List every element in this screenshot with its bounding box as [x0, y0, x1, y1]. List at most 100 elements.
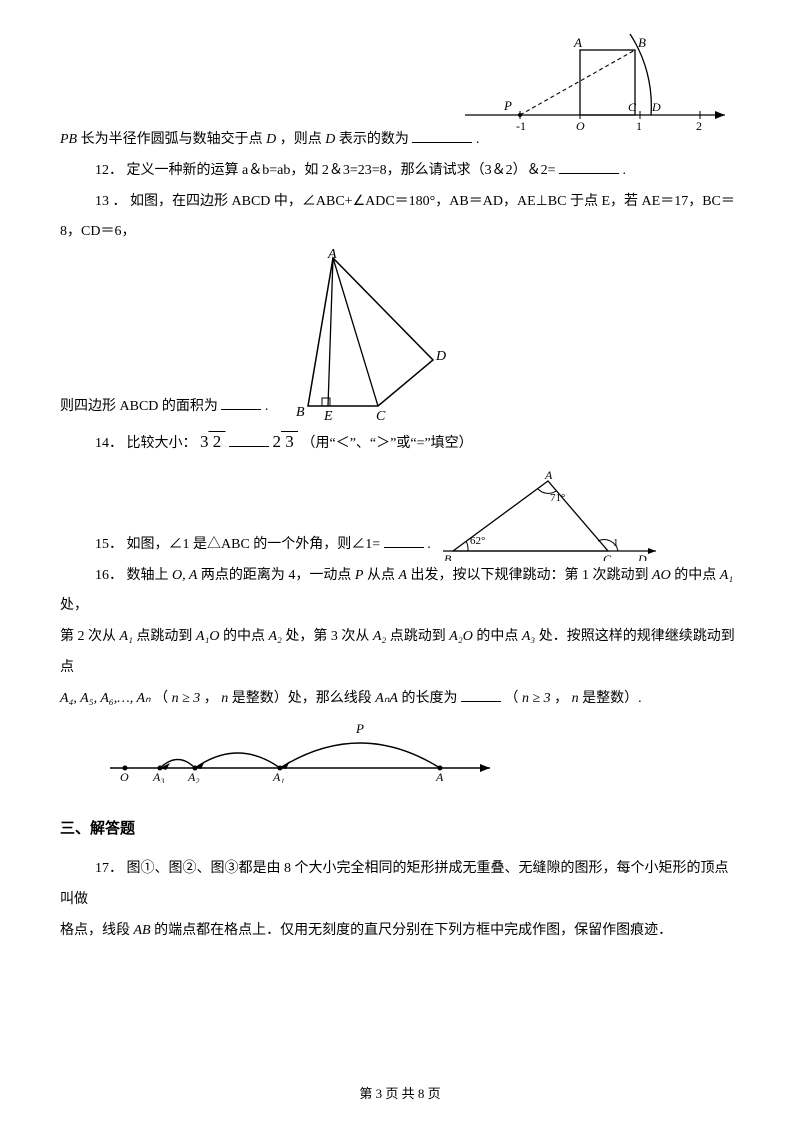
label-B: B	[638, 35, 646, 50]
q17-l2b: 的端点都在格点上．仅用无刻度的直尺分别在下列方框中完成作图，保留作图痕迹．	[154, 923, 672, 938]
q16-A3: A₃	[522, 629, 535, 644]
q15-period: .	[427, 537, 431, 552]
q15-C: C	[603, 552, 612, 561]
q13-A: A	[327, 248, 337, 262]
q16f-A1: A₁	[272, 770, 285, 783]
q13-D: D	[435, 349, 446, 364]
tick-2: 2	[696, 119, 702, 133]
q14-after: （用“＜”、“＞”或“=”填空）	[302, 436, 473, 451]
q12: 12． 定义一种新的运算 a＆b=ab，如 2＆3=23=8，那么请试求（3＆2…	[60, 156, 740, 187]
q15-D: D	[637, 552, 647, 561]
q16-A1: A₁	[720, 568, 733, 583]
section-3-title: 三、解答题	[60, 813, 740, 846]
label-A: A	[573, 35, 582, 50]
q13-B: B	[296, 405, 305, 420]
q13-tail: 则四边形 ABCD 的面积为 . A B E C D	[60, 248, 740, 423]
q11-t3: 表示的数为	[339, 132, 409, 147]
q16-l1d: 出发，按以下规律跳动：第 1 次跳动到	[411, 568, 649, 583]
q16-num: 16．	[95, 568, 123, 583]
q13-E: E	[323, 409, 333, 423]
q16-l1f: 处，	[60, 598, 88, 613]
q15-B: B	[444, 552, 452, 561]
q16-nint2: n	[572, 691, 579, 706]
q16-cond1: n ≥ 3	[172, 691, 201, 706]
q16-l1e: 的中点	[674, 568, 716, 583]
q13-tail-pre: 则四边形 ABCD 的面积为	[60, 399, 218, 414]
q13-num: 13 ．	[95, 194, 127, 209]
page-footer: 第 3 页 共 8 页	[0, 1083, 800, 1102]
q11-pb: PB	[60, 132, 77, 147]
q16-l2a: 第 2 次从	[60, 629, 116, 644]
q12-period: .	[623, 163, 627, 178]
q16-l2c: 的中点	[223, 629, 265, 644]
q16-A1b: A₁	[120, 629, 133, 644]
q16-cond2: n ≥ 3	[522, 691, 551, 706]
q16-l3e: 的长度为	[401, 691, 457, 706]
q16-l1c: 从点	[367, 568, 395, 583]
q16-l1b: 两点的距离为 4，一动点	[201, 568, 352, 583]
q11-D1: D	[266, 132, 276, 147]
q15-text: 如图，∠1 是△ABC 的一个外角，则∠1=	[127, 537, 381, 552]
q16-l3f: （	[504, 691, 518, 706]
q14-t1: 比较大小：	[127, 436, 197, 451]
q15-blank	[384, 534, 424, 548]
q16-figure: O A₃ A₂ A₁ A P	[100, 723, 500, 783]
label-C: C	[628, 100, 637, 114]
q16-line2: 第 2 次从 A₁ 点跳动到 A₁O 的中点 A₂ 处，第 3 次从 A₂ 点跳…	[60, 622, 740, 684]
q16-l3a: A₄, A₅, A₆,…, Aₙ	[60, 691, 151, 706]
q16-blank	[461, 688, 501, 702]
q17-l1: 图①、图②、图③都是由 8 个大小完全相同的矩形拼成无重叠、无缝隙的图形，每个小…	[60, 861, 729, 907]
q17-line2: 格点，线段 AB 的端点都在格点上．仅用无刻度的直尺分别在下列方框中完成作图，保…	[60, 916, 740, 947]
q14: 14． 比较大小： 3 2 2 3 （用“＜”、“＞”或“=”填空）	[60, 423, 740, 460]
q11-t1: 长为半径作圆弧与数轴交于点	[81, 132, 263, 147]
q16-line1: 16． 数轴上 O, A 两点的距离为 4，一动点 P 从点 A 出发，按以下规…	[60, 561, 740, 623]
q16-l2d: 处，第 3 次从	[285, 629, 369, 644]
q16f-A: A	[435, 770, 444, 783]
q16f-A3: A₃	[152, 770, 165, 783]
q13-line1: 13 ． 如图，在四边形 ABCD 中，∠ABC+∠ADC＝180°，AB＝AD…	[60, 187, 740, 249]
q14-blank	[229, 434, 269, 448]
q13-text: 如图，在四边形 ABCD 中，∠ABC+∠ADC＝180°，AB＝AD，AE⊥B…	[60, 194, 735, 240]
q11-figure: -1 1 2 O A B C P D	[460, 20, 740, 135]
q13-blank	[221, 397, 261, 411]
q12-text: 定义一种新的运算 a＆b=ab，如 2＆3=23=8，那么请试求（3＆2）＆2=	[127, 163, 556, 178]
q16-l3d: 是整数）处，那么线段	[232, 691, 372, 706]
q16-l3h: 是整数）.	[582, 691, 642, 706]
q15-A: A	[544, 471, 553, 482]
q16-nint: n	[221, 691, 228, 706]
q16-P: P	[355, 568, 364, 583]
q16-A2b: A₂	[373, 629, 386, 644]
q16-l2e: 点跳动到	[390, 629, 446, 644]
q16f-A2: A₂	[187, 770, 200, 783]
q12-blank	[559, 160, 619, 174]
q16-l2b: 点跳动到	[136, 629, 192, 644]
q16-OA: O, A	[172, 568, 197, 583]
q14-num: 14．	[95, 436, 123, 451]
q11-D2: D	[325, 132, 335, 147]
origin-label: O	[576, 119, 585, 133]
q15-figure: A B C D 62° 71° 1	[438, 471, 663, 561]
q11-t2: ，则点	[280, 132, 322, 147]
q15-ang1: 1	[613, 537, 619, 549]
label-P: P	[503, 98, 512, 113]
q16f-P: P	[355, 723, 364, 736]
q12-num: 12．	[95, 163, 123, 178]
q16-AO: AO	[652, 568, 671, 583]
q16-l2f: 的中点	[476, 629, 518, 644]
q16-A: A	[398, 568, 407, 583]
q16-l3b: （	[154, 691, 168, 706]
q15-71: 71°	[550, 492, 565, 504]
q16-l3c: ，	[204, 691, 218, 706]
label-D: D	[651, 100, 661, 114]
q16-A2O: A₂O	[449, 629, 473, 644]
q16-AnA: AₙA	[375, 691, 398, 706]
q17-line1: 17． 图①、图②、图③都是由 8 个大小完全相同的矩形拼成无重叠、无缝隙的图形…	[60, 854, 740, 916]
q16-A1O: A₁O	[196, 629, 220, 644]
q13-C: C	[376, 409, 386, 423]
q15: 15． 如图，∠1 是△ABC 的一个外角，则∠1= . A B C D 62°…	[60, 471, 740, 561]
q17-num: 17．	[95, 861, 123, 876]
q13-period: .	[265, 399, 269, 414]
q16-line3: A₄, A₅, A₆,…, Aₙ （ n ≥ 3 ， n 是整数）处，那么线段 …	[60, 684, 740, 715]
q16f-O: O	[120, 770, 129, 783]
q16-l3g: ，	[554, 691, 568, 706]
